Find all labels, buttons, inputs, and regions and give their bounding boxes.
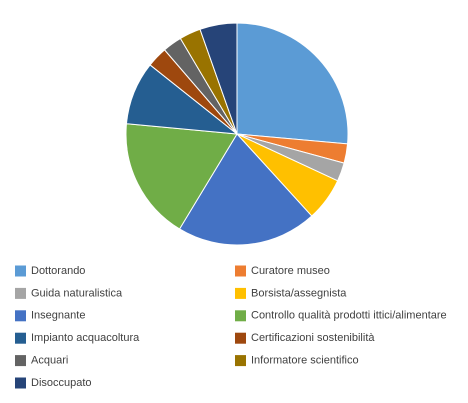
legend-label: Dottorando xyxy=(31,265,85,277)
legend-swatch xyxy=(235,287,246,299)
legend-swatch xyxy=(15,310,26,322)
pie-slice xyxy=(199,22,238,135)
legend-label: Borsista/assegnista xyxy=(251,287,347,299)
pie-slice xyxy=(178,133,313,246)
legend-swatch xyxy=(235,355,246,367)
pie-slice xyxy=(125,123,238,230)
legend-label: Impianto acquacoltura xyxy=(31,332,140,344)
legend-label: Insegnante xyxy=(31,310,85,322)
legend-swatch xyxy=(15,265,26,277)
legend-label: Informatore scientifico xyxy=(251,355,359,367)
legend-swatch xyxy=(15,287,26,299)
legend-label: Curatore museo xyxy=(251,265,330,277)
legend-swatch xyxy=(235,332,246,344)
legend-swatch xyxy=(15,377,26,389)
legend-label: Acquari xyxy=(31,355,68,367)
legend-label: Certificazioni sostenibilità xyxy=(251,332,375,344)
pie-slice xyxy=(236,22,349,145)
legend-swatch xyxy=(15,355,26,367)
legend-label: Disoccupato xyxy=(31,377,92,389)
legend-swatch xyxy=(235,310,246,322)
legend-label: Controllo qualità prodotti ittici/alimen… xyxy=(251,310,447,322)
legend-label: Guida naturalistica xyxy=(31,287,123,299)
legend-swatch xyxy=(15,332,26,344)
legend-swatch xyxy=(235,265,246,277)
